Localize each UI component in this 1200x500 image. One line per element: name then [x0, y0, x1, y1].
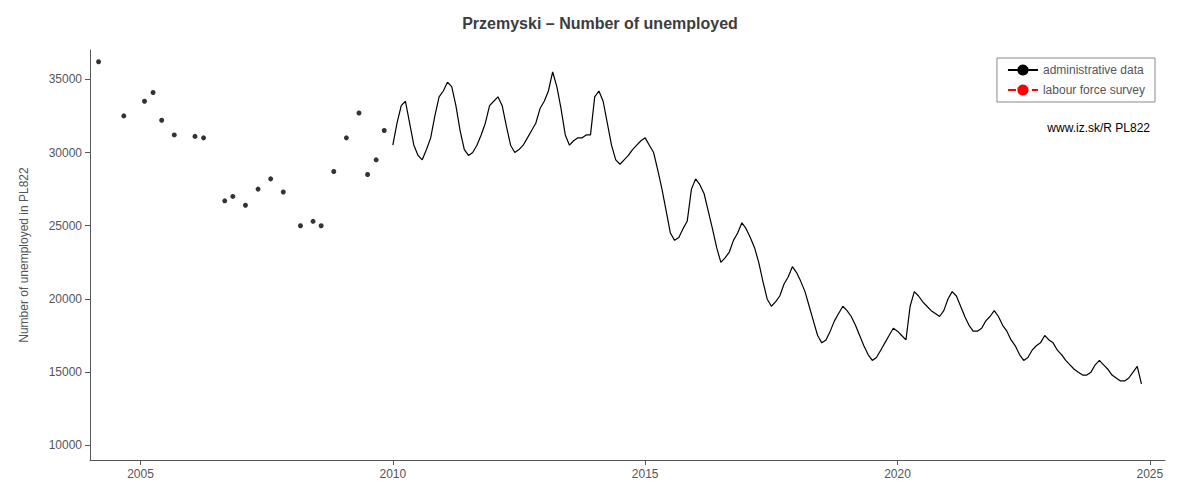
svg-text:administrative data: administrative data	[1043, 63, 1144, 77]
svg-text:20000: 20000	[49, 292, 83, 306]
svg-text:Przemyski – Number of unemploy: Przemyski – Number of unemployed	[462, 15, 738, 32]
svg-text:Number of unemployed in PL822: Number of unemployed in PL822	[17, 167, 31, 343]
svg-text:2005: 2005	[127, 467, 154, 481]
svg-text:2020: 2020	[884, 467, 911, 481]
svg-text:2015: 2015	[632, 467, 659, 481]
svg-text:15000: 15000	[49, 365, 83, 379]
svg-text:labour force survey: labour force survey	[1043, 83, 1145, 97]
svg-text:2010: 2010	[379, 467, 406, 481]
svg-text:2025: 2025	[1137, 467, 1164, 481]
svg-text:30000: 30000	[49, 146, 83, 160]
svg-text:10000: 10000	[49, 438, 83, 452]
svg-text:25000: 25000	[49, 219, 83, 233]
svg-text:www.iz.sk/R PL822: www.iz.sk/R PL822	[1046, 121, 1150, 135]
svg-text:35000: 35000	[49, 72, 83, 86]
